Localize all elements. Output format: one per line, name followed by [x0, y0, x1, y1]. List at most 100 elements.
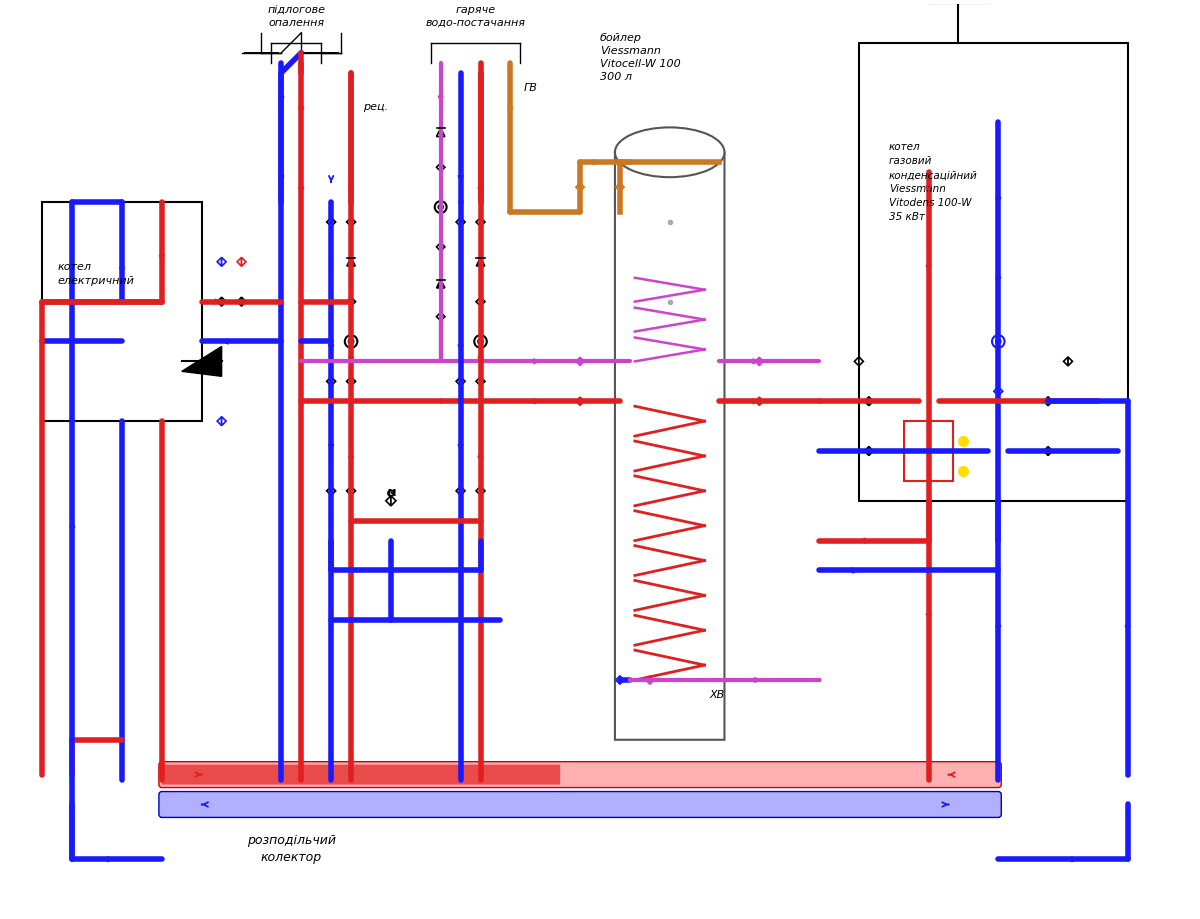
- Text: M: M: [386, 489, 395, 498]
- Polygon shape: [238, 297, 241, 306]
- Polygon shape: [222, 297, 226, 306]
- Text: ХВ: ХВ: [709, 690, 725, 700]
- Polygon shape: [480, 218, 485, 226]
- Polygon shape: [456, 377, 461, 386]
- Polygon shape: [440, 243, 445, 251]
- Polygon shape: [347, 218, 352, 226]
- Text: котел
електричний: котел електричний: [58, 262, 134, 286]
- Polygon shape: [616, 675, 620, 685]
- Polygon shape: [480, 486, 485, 495]
- Polygon shape: [326, 377, 331, 386]
- Polygon shape: [347, 486, 352, 495]
- Polygon shape: [456, 218, 461, 226]
- Polygon shape: [576, 357, 580, 366]
- Polygon shape: [576, 397, 580, 405]
- Polygon shape: [222, 416, 226, 425]
- Polygon shape: [241, 257, 246, 267]
- Polygon shape: [461, 218, 466, 226]
- Polygon shape: [352, 297, 355, 306]
- Polygon shape: [1063, 357, 1068, 366]
- Bar: [42, 202, 202, 421]
- Polygon shape: [869, 447, 874, 456]
- Polygon shape: [326, 218, 331, 226]
- Polygon shape: [352, 486, 355, 495]
- FancyBboxPatch shape: [158, 762, 1001, 788]
- Polygon shape: [347, 377, 352, 386]
- Polygon shape: [620, 183, 624, 191]
- Polygon shape: [580, 183, 584, 191]
- Ellipse shape: [614, 128, 725, 177]
- Polygon shape: [755, 357, 760, 366]
- Polygon shape: [331, 377, 336, 386]
- Polygon shape: [859, 357, 863, 366]
- Polygon shape: [217, 257, 222, 267]
- Polygon shape: [437, 279, 445, 288]
- Polygon shape: [331, 486, 336, 495]
- Text: бойлер
Viessmann
Vitocell-W 100
300 л: бойлер Viessmann Vitocell-W 100 300 л: [600, 33, 680, 83]
- Polygon shape: [1048, 447, 1052, 456]
- Text: ГВ: ГВ: [523, 83, 538, 93]
- Polygon shape: [1044, 397, 1048, 405]
- FancyBboxPatch shape: [614, 153, 725, 740]
- Polygon shape: [456, 486, 461, 495]
- Circle shape: [992, 335, 1004, 347]
- Polygon shape: [1048, 397, 1052, 405]
- Polygon shape: [580, 357, 584, 366]
- Polygon shape: [854, 357, 859, 366]
- Polygon shape: [386, 495, 391, 505]
- Polygon shape: [347, 297, 352, 306]
- Bar: [859, 43, 1128, 501]
- Text: гаряче
водо-постачання: гаряче водо-постачання: [426, 6, 526, 28]
- Bar: [904, 421, 954, 481]
- Text: котел
газовий
конденсаційний
Viessmann
Vitodens 100-W
35 кВт: котел газовий конденсаційний Viessmann V…: [889, 142, 978, 222]
- Polygon shape: [352, 377, 355, 386]
- Polygon shape: [480, 377, 485, 386]
- Polygon shape: [864, 447, 869, 456]
- Text: рец.: рец.: [364, 103, 389, 112]
- Polygon shape: [998, 387, 1003, 396]
- Polygon shape: [461, 486, 466, 495]
- Circle shape: [474, 335, 487, 347]
- Polygon shape: [440, 312, 445, 321]
- Polygon shape: [437, 312, 440, 321]
- Polygon shape: [1068, 357, 1073, 366]
- Polygon shape: [437, 243, 440, 251]
- Polygon shape: [217, 297, 222, 306]
- Circle shape: [434, 201, 446, 213]
- Polygon shape: [869, 397, 874, 405]
- Polygon shape: [181, 346, 222, 376]
- Polygon shape: [476, 297, 480, 306]
- Polygon shape: [347, 257, 355, 266]
- Polygon shape: [760, 357, 763, 366]
- Polygon shape: [620, 675, 624, 685]
- FancyBboxPatch shape: [162, 765, 560, 785]
- Polygon shape: [222, 257, 226, 267]
- Polygon shape: [476, 257, 485, 266]
- Polygon shape: [580, 397, 584, 405]
- Polygon shape: [437, 128, 445, 137]
- Polygon shape: [241, 297, 246, 306]
- Circle shape: [344, 335, 358, 347]
- Polygon shape: [217, 416, 222, 425]
- Text: розподільчий
колектор: розподільчий колектор: [247, 834, 336, 865]
- Polygon shape: [755, 397, 760, 405]
- Polygon shape: [391, 495, 396, 505]
- Polygon shape: [760, 397, 763, 405]
- Polygon shape: [994, 387, 998, 396]
- Text: підлогове
опалення: підлогове опалення: [268, 6, 325, 28]
- Polygon shape: [576, 183, 580, 191]
- Polygon shape: [1044, 447, 1048, 456]
- FancyBboxPatch shape: [158, 791, 1001, 817]
- Polygon shape: [326, 486, 331, 495]
- Polygon shape: [461, 377, 466, 386]
- Polygon shape: [476, 218, 480, 226]
- Polygon shape: [440, 163, 445, 172]
- Polygon shape: [646, 675, 649, 685]
- Polygon shape: [331, 218, 336, 226]
- Polygon shape: [476, 486, 480, 495]
- Polygon shape: [476, 377, 480, 386]
- Polygon shape: [864, 397, 869, 405]
- Polygon shape: [616, 183, 620, 191]
- Polygon shape: [437, 163, 440, 172]
- Polygon shape: [649, 675, 654, 685]
